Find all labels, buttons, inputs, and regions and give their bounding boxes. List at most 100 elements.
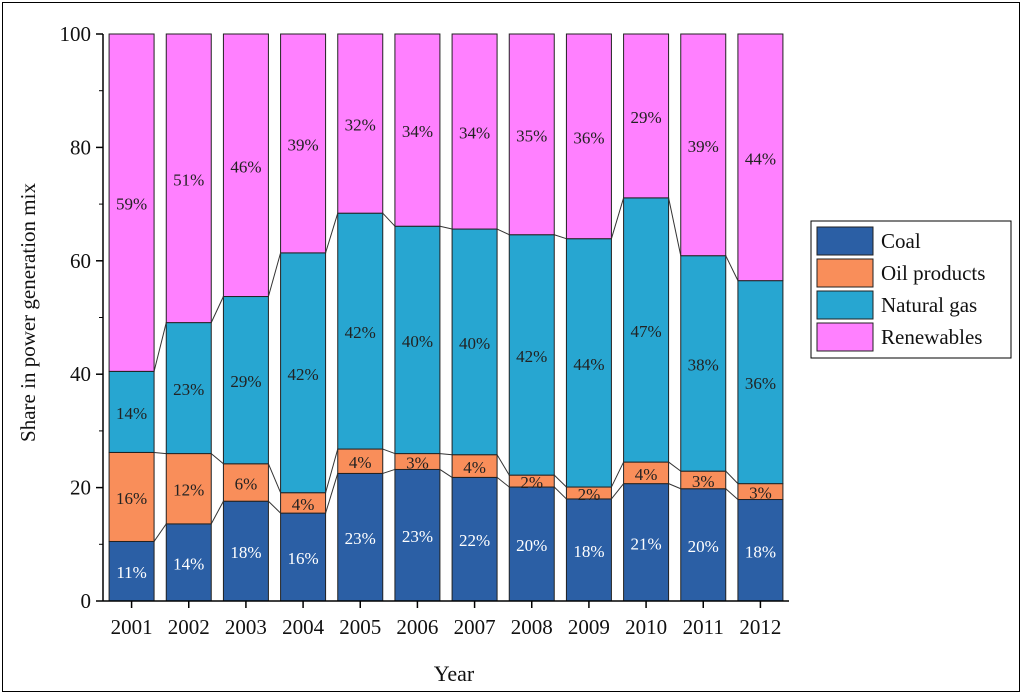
bar-renewables-2008: [508, 33, 555, 236]
bar-natural-gas-2010: [623, 197, 670, 463]
data-label-oil-products-2002: 12%: [173, 481, 204, 500]
connector-coal-8: [611, 483, 624, 500]
data-label-oil-products-2010: 4%: [635, 465, 658, 484]
legend-swatch-coal: [816, 226, 874, 256]
connector-natural-gas-10: [725, 255, 739, 281]
connector-coal-3: [325, 473, 339, 514]
data-label-renewables-2010: 29%: [630, 108, 661, 127]
connector-coal-5: [439, 469, 453, 478]
data-label-natural-gas-2007: 40%: [459, 334, 490, 353]
connector-coal-10: [725, 488, 739, 500]
x-tick-label-2010: 2010: [625, 615, 667, 639]
y-tick-label: 80: [70, 135, 91, 159]
y-tick-label: 0: [81, 589, 92, 613]
connector-coal-7: [553, 486, 567, 500]
data-label-renewables-2011: 39%: [688, 137, 719, 156]
connector-coal-1: [210, 500, 224, 525]
bar-coal-2006: [394, 468, 441, 602]
data-label-natural-gas-2001: 14%: [116, 404, 147, 423]
x-tick-label-2009: 2009: [568, 615, 610, 639]
data-label-coal-2003: 18%: [230, 543, 261, 562]
data-label-natural-gas-2003: 29%: [230, 372, 261, 391]
connector-coal-9: [668, 483, 681, 490]
data-label-coal-2010: 21%: [630, 534, 661, 553]
data-label-coal-2002: 14%: [173, 554, 204, 573]
legend: Coal Oil products Natural gas Renewables: [810, 220, 1012, 359]
data-label-natural-gas-2005: 42%: [345, 323, 376, 342]
data-label-oil-products-2007: 4%: [463, 458, 486, 477]
data-labels: 11% 14% 18% 16% 23% 23% 22% 20% 18% 21% 20% 18% 16% 1…: [116, 108, 776, 582]
bar-renewables-2005: [337, 33, 384, 214]
connector-natural-gas-6: [496, 228, 510, 236]
connector-natural-gas-9: [668, 197, 682, 256]
bar-renewables-2012: [737, 33, 784, 282]
bar-renewables-2002: [165, 33, 212, 324]
x-tick-label-2005: 2005: [339, 615, 381, 639]
legend-label-oil-products: Oil products: [881, 261, 985, 285]
bar-renewables-2004: [280, 33, 327, 254]
x-tick-label-2008: 2008: [511, 615, 553, 639]
legend-swatch-renewables: [816, 322, 874, 352]
connector-coal-2: [268, 500, 281, 514]
data-label-natural-gas-2011: 38%: [688, 355, 719, 374]
connector-coal-0: [153, 523, 167, 542]
bar-natural-gas-2002: [165, 322, 212, 455]
data-label-natural-gas-2004: 42%: [287, 365, 318, 384]
legend-label-renewables: Renewables: [881, 325, 982, 349]
data-label-coal-2007: 22%: [459, 531, 490, 550]
data-label-oil-products-2012: 3%: [749, 484, 772, 503]
data-label-renewables-2007: 34%: [459, 124, 490, 143]
bar-natural-gas-2001: [108, 370, 155, 453]
connector-oil-products-2: [267, 463, 282, 493]
data-label-coal-2008: 20%: [516, 536, 547, 555]
connector-oil-products-4: [382, 448, 396, 455]
data-label-natural-gas-2008: 42%: [516, 347, 547, 366]
bar-renewables-2009: [565, 33, 612, 240]
stacked-bar-chart: 11% 14% 18% 16% 23% 23% 22% 20% 18% 21% 20% 18% 16% 1…: [16, 22, 1012, 686]
legend-swatch-oil-products: [816, 258, 874, 288]
x-tick-label-2002: 2002: [168, 615, 210, 639]
bar-renewables-2010: [623, 33, 670, 199]
bar-natural-gas-2007: [451, 228, 498, 456]
data-label-natural-gas-2012: 36%: [745, 374, 776, 393]
data-label-renewables-2001: 59%: [116, 195, 147, 214]
x-tick-label-2006: 2006: [396, 615, 438, 639]
data-label-coal-2012: 18%: [745, 542, 776, 561]
x-tick-label-2011: 2011: [683, 615, 724, 639]
data-label-oil-products-2001: 16%: [116, 489, 147, 508]
connector-lines: [153, 197, 739, 542]
data-label-oil-products-2006: 3%: [406, 454, 429, 473]
data-label-coal-2009: 18%: [573, 542, 604, 561]
connector-natural-gas-2: [267, 252, 282, 297]
bar-coal-2011: [680, 488, 727, 602]
bars-layer: [108, 33, 784, 602]
bar-natural-gas-2006: [394, 225, 441, 455]
connector-oil-products-7: [553, 474, 567, 488]
y-tick-label: 60: [70, 249, 91, 273]
connector-natural-gas-5: [439, 225, 453, 230]
connector-natural-gas-1: [210, 296, 224, 323]
bar-natural-gas-2004: [280, 252, 327, 494]
connector-natural-gas-0: [153, 322, 167, 372]
y-tick-label: 20: [70, 476, 91, 500]
legend-swatch-natural-gas: [816, 290, 874, 320]
data-label-renewables-2004: 39%: [287, 135, 318, 154]
data-label-natural-gas-2010: 47%: [630, 322, 661, 341]
bar-coal-2001: [108, 540, 155, 602]
y-ticks: 0 20 40 60 80 100: [60, 22, 103, 613]
data-label-coal-2001: 11%: [116, 563, 147, 582]
y-axis-label: Share in power generation mix: [16, 183, 40, 442]
bar-coal-2002: [165, 523, 212, 602]
data-label-natural-gas-2002: 23%: [173, 380, 204, 399]
data-label-natural-gas-2009: 44%: [573, 355, 604, 374]
data-label-coal-2005: 23%: [345, 529, 376, 548]
bar-natural-gas-2008: [508, 234, 555, 476]
x-tick-label-2003: 2003: [225, 615, 267, 639]
bar-coal-2008: [508, 486, 555, 602]
data-label-renewables-2006: 34%: [402, 122, 433, 141]
bar-renewables-2007: [451, 33, 498, 230]
bar-oil-products-2005: [337, 448, 384, 474]
data-label-renewables-2009: 36%: [573, 128, 604, 147]
legend-label-natural-gas: Natural gas: [881, 293, 977, 317]
data-label-renewables-2005: 32%: [345, 116, 376, 135]
